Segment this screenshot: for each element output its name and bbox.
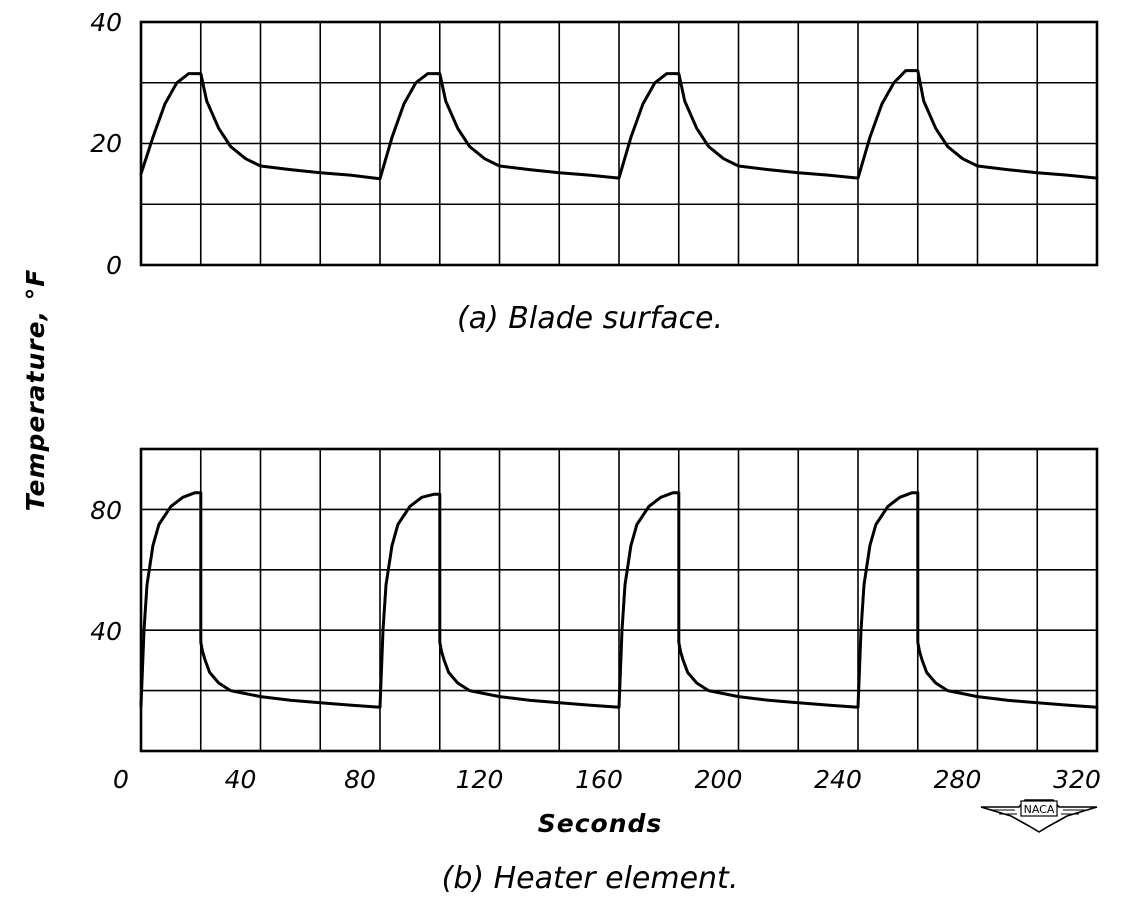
panel-b-xtick: 160: [575, 765, 623, 794]
panel-b-xtick: 0: [113, 765, 129, 794]
panel-a-frame: [139, 20, 1099, 267]
y-axis-label: Temperature, °F: [21, 269, 50, 512]
naca-logo: NACA: [980, 799, 1098, 833]
panel-b-xtick: 280: [934, 765, 982, 794]
panel-b-heater-element: 40 80 0 40 80 120 160 200 240 280 320 Seconds (b…: [90, 447, 1101, 896]
panel-a-ytick-40: 40: [90, 8, 122, 37]
panel-b-xtick: 320: [1053, 765, 1101, 794]
panel-b-frame: [139, 447, 1099, 753]
panel-b-xtick: 80: [344, 765, 376, 794]
x-axis-label: Seconds: [538, 809, 663, 838]
panel-b-xtick: 240: [814, 765, 862, 794]
panel-a-blade-surface: 0 20 40 (a) Blade surface.: [90, 8, 1099, 336]
panel-a-grid: [141, 22, 1097, 265]
panel-b-temperature-curve: [139, 491, 1099, 709]
panel-b-ytick-80: 80: [90, 496, 122, 525]
panel-b-xtick: 120: [456, 765, 504, 794]
panel-a-ytick-0: 0: [106, 251, 122, 280]
panel-a-caption: (a) Blade surface.: [457, 301, 723, 336]
panel-a-temperature-curve: [139, 69, 1099, 181]
panel-b-xtick: 200: [695, 765, 743, 794]
panel-b-xtick: 40: [225, 765, 257, 794]
naca-logo-text: NACA: [1024, 803, 1055, 816]
panel-b-ytick-40: 40: [90, 617, 122, 646]
panel-b-caption: (b) Heater element.: [442, 861, 739, 896]
panel-b-x-ticks: 0 40 80 120 160 200 240 280 320: [113, 765, 1101, 794]
panel-a-ytick-20: 20: [90, 129, 122, 158]
